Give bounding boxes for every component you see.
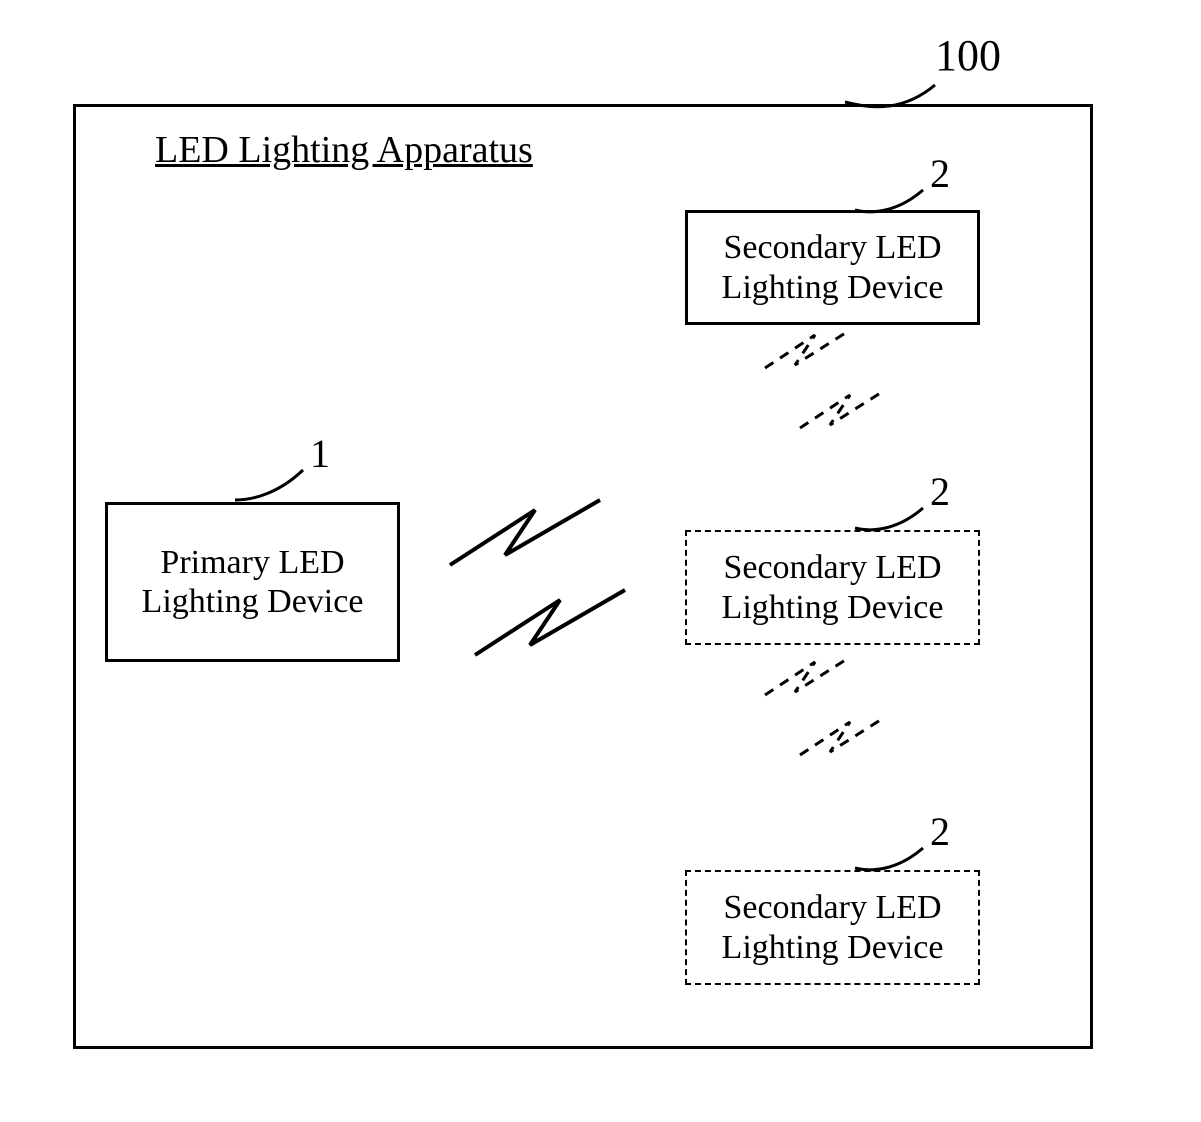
secondary-led-label-l1: Secondary LED [723,229,941,266]
secondary-led-label-l2: Lighting Device [722,929,944,966]
primary-led-block: Primary LED Lighting Device [105,502,400,662]
secondary-led-block-1: Secondary LED Lighting Device [685,530,980,645]
secondary-ref-label-2: 2 [930,808,950,855]
primary-led-label-l2: Lighting Device [142,583,364,620]
secondary-led-label-l2: Lighting Device [722,589,944,626]
secondary-led-block-2: Secondary LED Lighting Device [685,870,980,985]
system-ref-label: 100 [935,30,1001,81]
diagram-title: LED Lighting Apparatus [155,128,533,172]
secondary-led-label-l1: Secondary LED [723,889,941,926]
secondary-led-label-l2: Lighting Device [722,269,944,306]
secondary-led-block-0: Secondary LED Lighting Device [685,210,980,325]
secondary-ref-label-0: 2 [930,150,950,197]
primary-ref-label: 1 [310,430,330,477]
primary-led-label-l1: Primary LED [160,544,344,581]
secondary-ref-label-1: 2 [930,468,950,515]
secondary-led-label-l1: Secondary LED [723,549,941,586]
diagram-stage: LED Lighting Apparatus 100 Primary LED L… [0,0,1201,1122]
